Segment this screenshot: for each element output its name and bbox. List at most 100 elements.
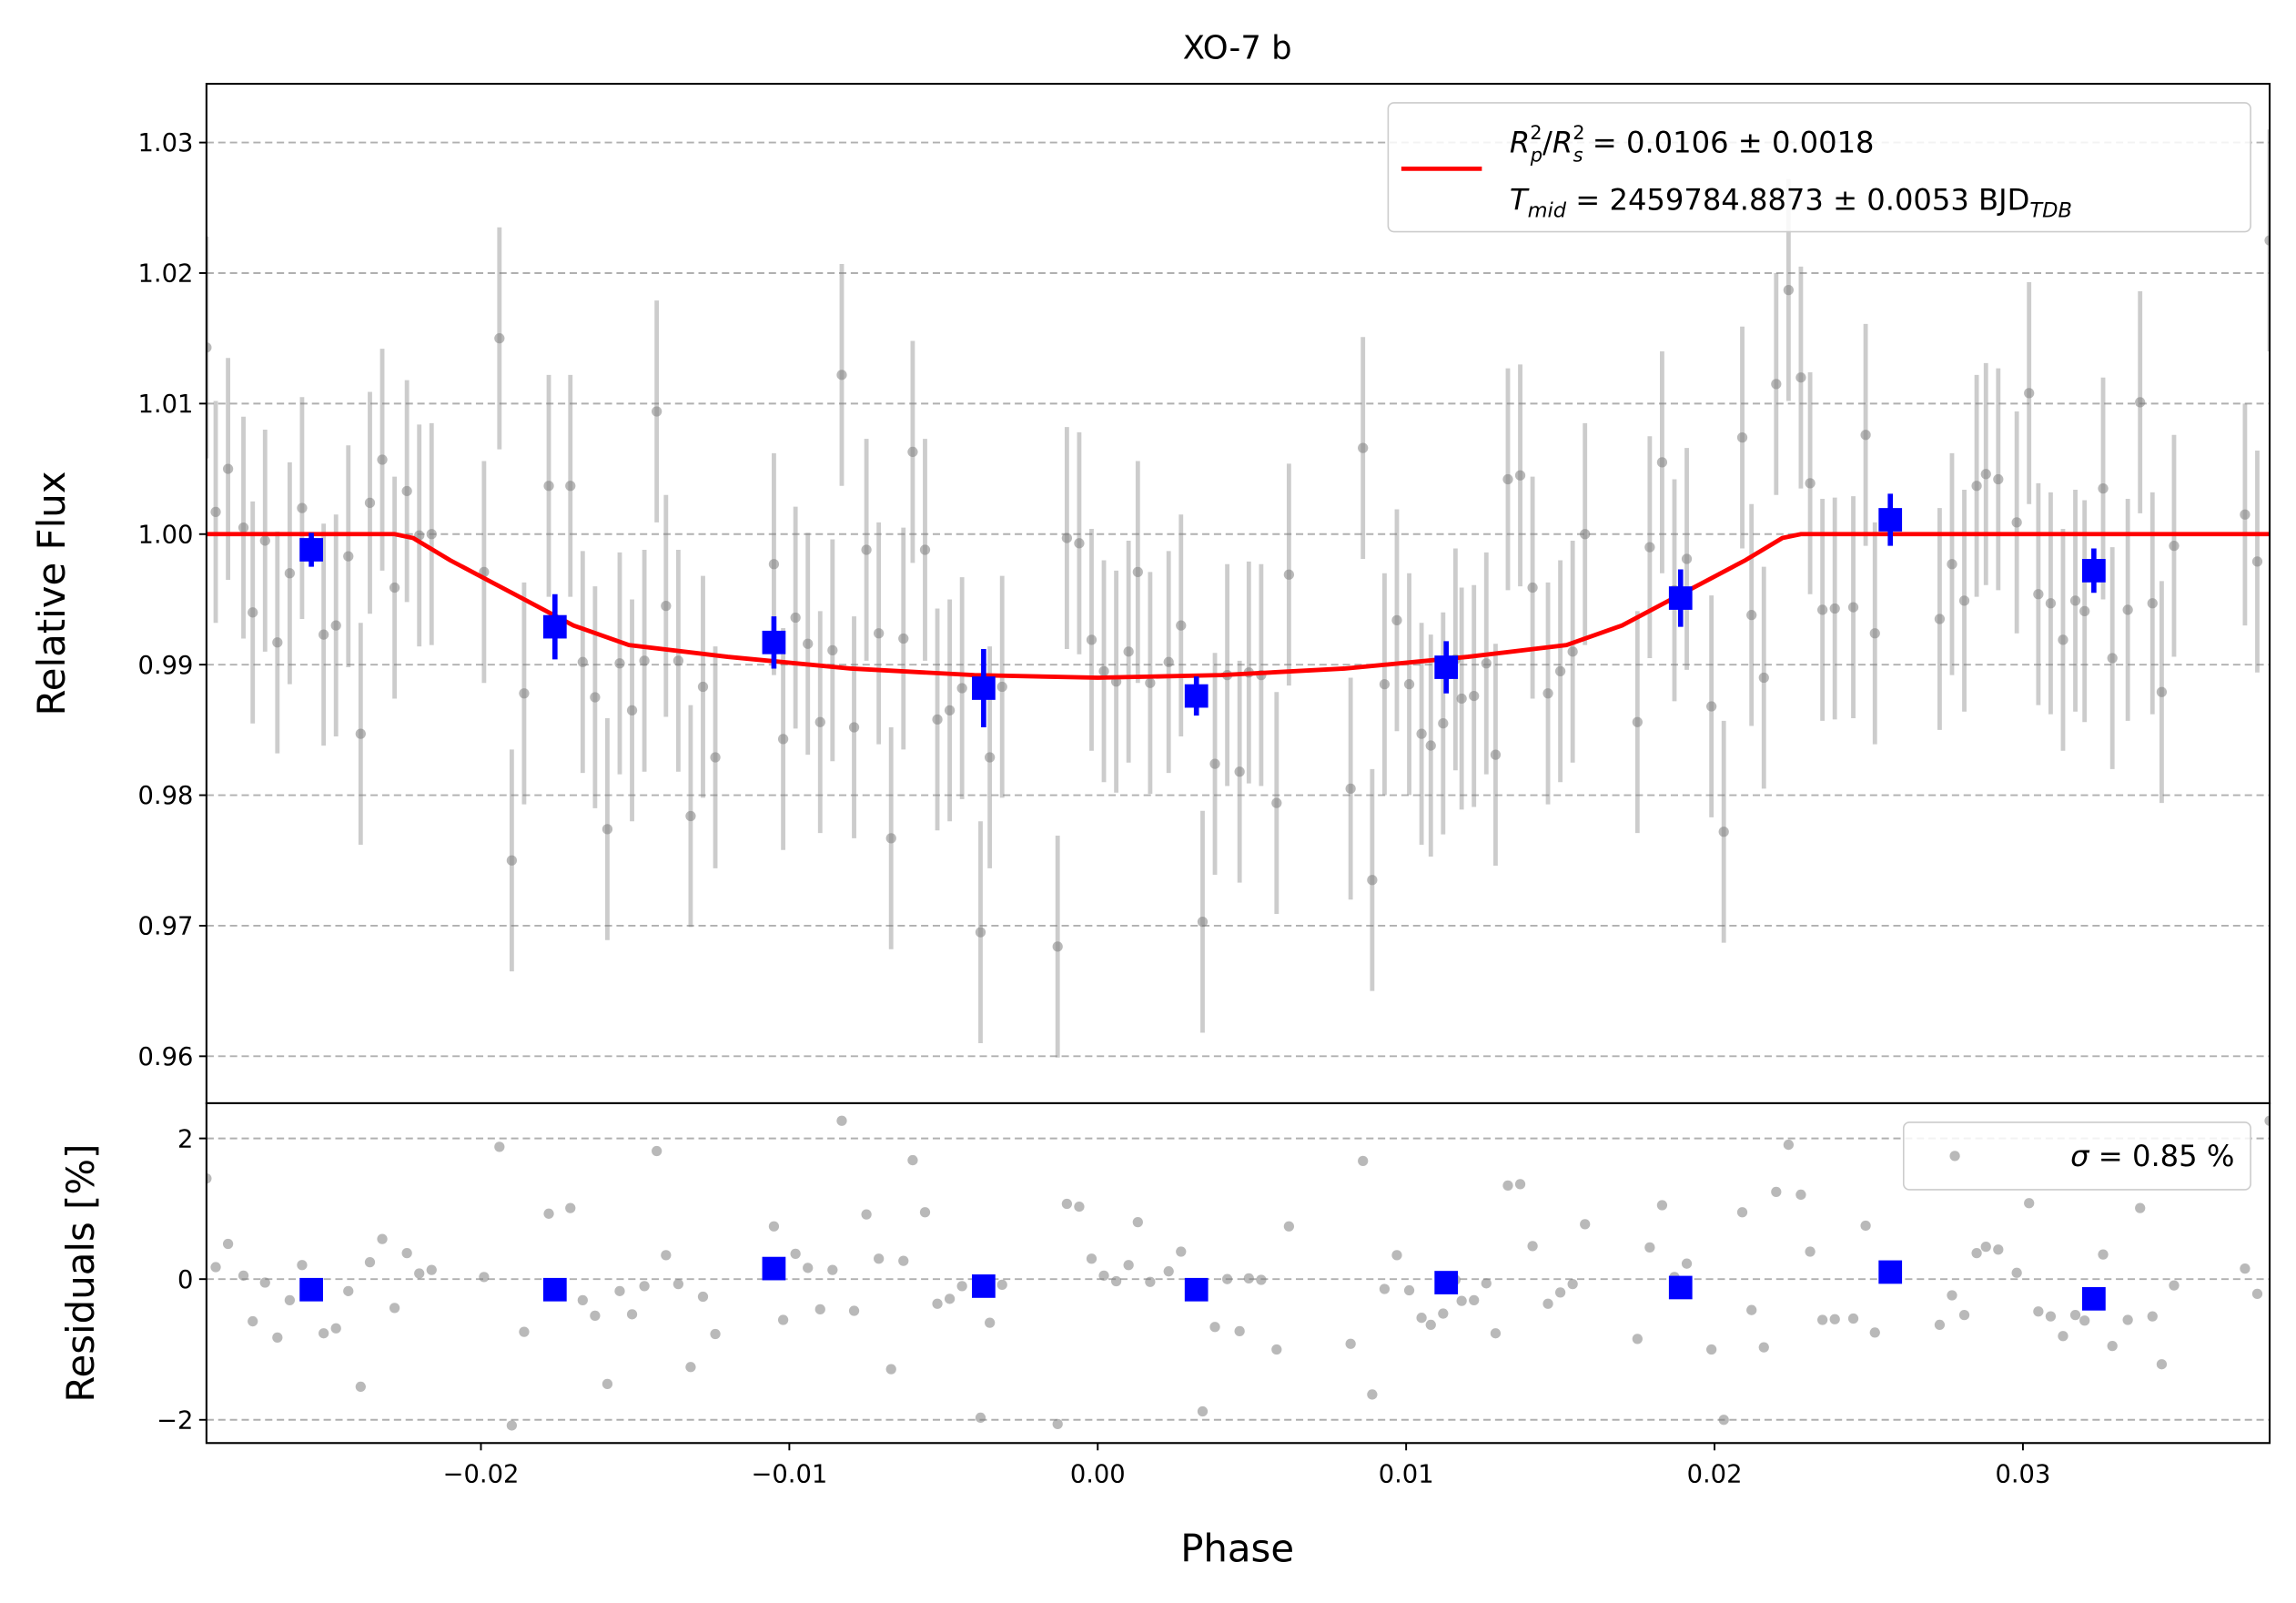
axes-frame bbox=[205, 1101, 2271, 1445]
legend-part: T bbox=[1510, 182, 1530, 217]
data-point bbox=[836, 370, 847, 380]
data-point bbox=[1256, 1274, 1267, 1285]
data-point bbox=[614, 1285, 625, 1296]
data-point bbox=[1061, 533, 1073, 543]
data-point bbox=[401, 1247, 412, 1259]
data-point bbox=[827, 644, 838, 656]
y-tick-label: 0.97 bbox=[138, 913, 194, 941]
data-point bbox=[401, 485, 412, 497]
legend-part: R bbox=[1553, 126, 1573, 160]
data-point bbox=[2107, 653, 2118, 664]
data-point bbox=[206, 342, 212, 353]
data-point bbox=[661, 601, 672, 612]
data-point bbox=[1221, 1273, 1233, 1284]
data-point bbox=[1993, 1244, 2004, 1255]
data-point bbox=[1656, 457, 1668, 468]
data-point bbox=[1176, 620, 1187, 631]
data-point bbox=[944, 1294, 956, 1304]
data-point bbox=[355, 728, 366, 739]
data-point bbox=[2264, 1115, 2271, 1126]
data-point bbox=[1681, 553, 1693, 564]
data-point bbox=[1283, 1221, 1295, 1232]
data-point bbox=[506, 855, 518, 866]
data-point bbox=[2107, 1340, 2118, 1352]
binned-point bbox=[1878, 1260, 1903, 1284]
data-point bbox=[1681, 1258, 1693, 1269]
data-point bbox=[2240, 1263, 2250, 1274]
data-point bbox=[1456, 693, 1467, 705]
data-point bbox=[494, 1141, 505, 1152]
data-point bbox=[2011, 517, 2022, 528]
data-point bbox=[1718, 1415, 1729, 1425]
data-point bbox=[414, 1268, 425, 1279]
data-point bbox=[1132, 1216, 1143, 1228]
data-point bbox=[790, 1248, 801, 1259]
legend-part: s bbox=[1573, 144, 1583, 166]
data-point bbox=[565, 1202, 576, 1213]
data-point bbox=[673, 655, 684, 666]
data-point bbox=[919, 544, 931, 555]
data-point bbox=[848, 1305, 860, 1316]
data-point bbox=[364, 1257, 376, 1268]
data-point bbox=[2169, 541, 2180, 552]
data-point bbox=[1805, 1246, 1816, 1257]
data-point bbox=[565, 481, 576, 492]
data-point bbox=[919, 1207, 931, 1218]
data-point bbox=[956, 683, 967, 694]
data-point bbox=[1736, 432, 1748, 443]
data-point bbox=[426, 1264, 437, 1275]
data-point bbox=[377, 1233, 388, 1244]
data-point bbox=[932, 1298, 943, 1309]
data-point bbox=[1132, 566, 1143, 577]
data-point bbox=[898, 1255, 909, 1266]
data-point bbox=[389, 582, 400, 594]
data-point bbox=[1934, 614, 1946, 624]
binned-point bbox=[1434, 1271, 1459, 1294]
data-point bbox=[2011, 1267, 2022, 1278]
data-point bbox=[626, 705, 638, 715]
legend-part: σ bbox=[2070, 1139, 2090, 1173]
data-point bbox=[1860, 1220, 1871, 1232]
data-point bbox=[297, 1260, 308, 1271]
data-point bbox=[1554, 1287, 1566, 1298]
data-point bbox=[768, 1221, 780, 1232]
legend-part: 2 bbox=[1573, 122, 1584, 144]
data-point bbox=[2079, 1315, 2090, 1326]
data-point bbox=[2058, 1331, 2068, 1342]
legend-marker bbox=[1949, 1151, 1960, 1162]
legend-text: Tmid = 2459784.8873 ± 0.0053 BJDTDB bbox=[1510, 182, 2072, 222]
x-tick-label: 0.02 bbox=[1687, 1461, 1743, 1489]
data-point bbox=[1403, 679, 1415, 690]
data-point bbox=[1345, 783, 1356, 795]
data-point bbox=[519, 688, 530, 699]
binned-point bbox=[542, 614, 567, 639]
data-point bbox=[1947, 559, 1957, 570]
data-point bbox=[1367, 1389, 1378, 1400]
legend-text: R2 p/R2 s = 0.0106 ± 0.0018 bbox=[1510, 122, 1875, 166]
data-point bbox=[1086, 1253, 1097, 1264]
data-point bbox=[2264, 235, 2271, 246]
data-point bbox=[2098, 482, 2109, 494]
data-point bbox=[985, 752, 996, 763]
binned-point bbox=[972, 1274, 996, 1298]
data-point bbox=[1469, 690, 1480, 702]
legend: σ = 0.85 % bbox=[1902, 1121, 2251, 1191]
data-point bbox=[577, 1294, 588, 1306]
data-point bbox=[343, 1285, 354, 1296]
data-point bbox=[210, 1262, 221, 1273]
data-point bbox=[836, 1115, 847, 1126]
data-point bbox=[577, 656, 588, 667]
data-point bbox=[1644, 1242, 1655, 1253]
data-point bbox=[1145, 1276, 1156, 1287]
data-point bbox=[543, 481, 554, 492]
data-point bbox=[661, 1250, 672, 1261]
data-point bbox=[1934, 1319, 1946, 1331]
data-point bbox=[1718, 827, 1729, 837]
binned-point bbox=[542, 1277, 567, 1302]
flux-plot bbox=[206, 129, 2271, 1058]
data-point bbox=[1379, 1283, 1391, 1294]
data-point bbox=[2147, 598, 2158, 609]
data-point bbox=[2240, 509, 2250, 520]
legend-part: = 0.85 % bbox=[2089, 1139, 2235, 1173]
